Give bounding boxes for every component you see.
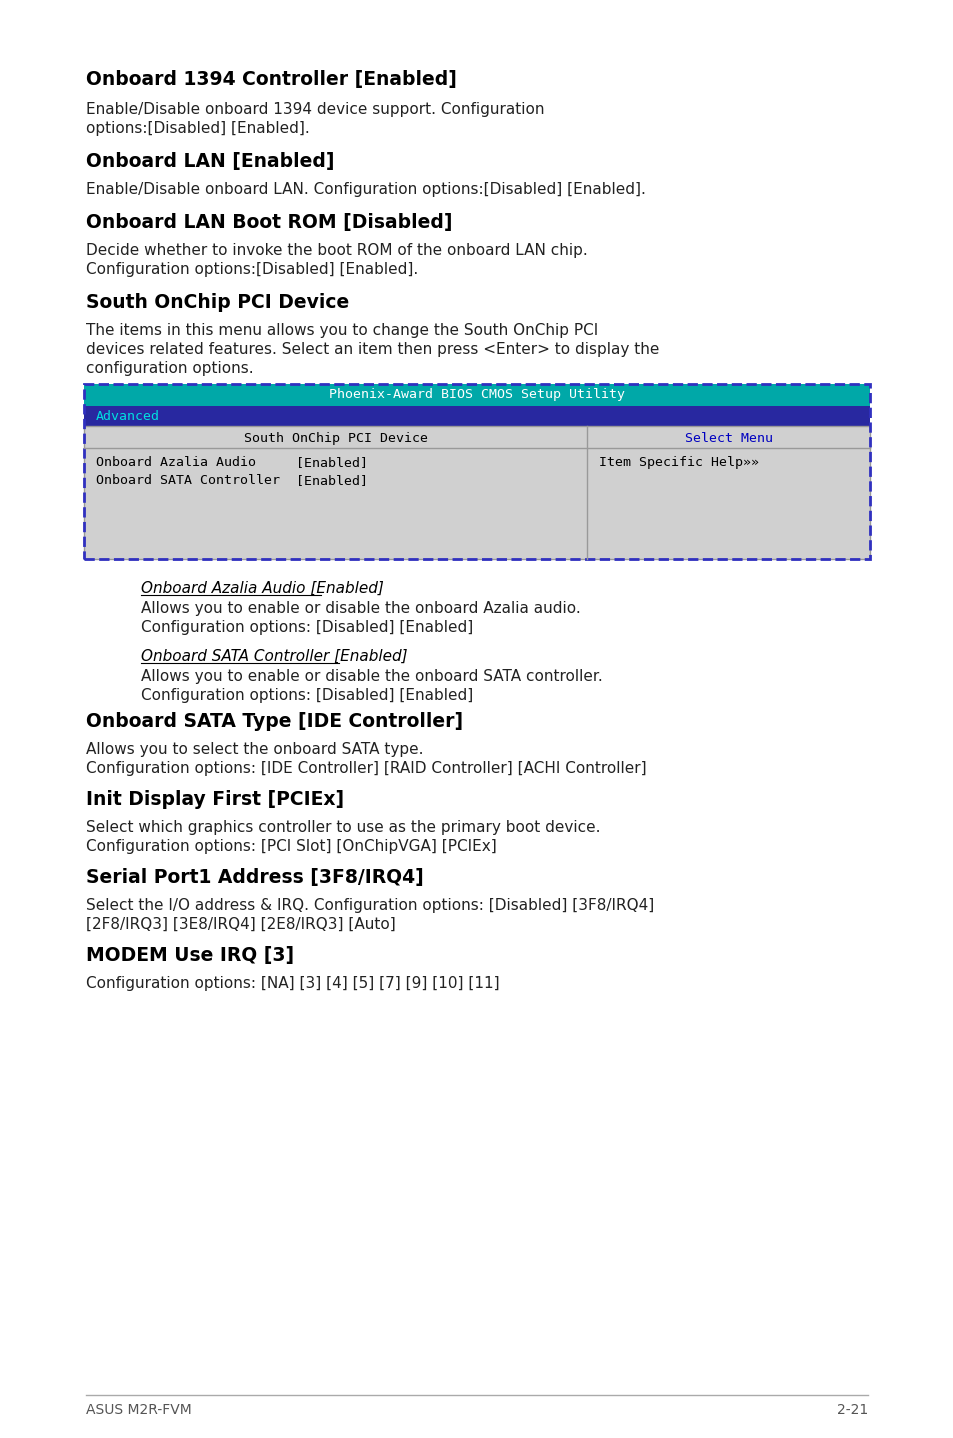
Text: Onboard SATA Controller [Enabled]: Onboard SATA Controller [Enabled] bbox=[141, 649, 407, 664]
Bar bbox=[84, 426, 869, 559]
Text: Configuration options: [Disabled] [Enabled]: Configuration options: [Disabled] [Enabl… bbox=[141, 620, 473, 636]
Text: Onboard 1394 Controller [Enabled]: Onboard 1394 Controller [Enabled] bbox=[86, 70, 456, 89]
Text: Onboard LAN [Enabled]: Onboard LAN [Enabled] bbox=[86, 152, 335, 171]
Text: Configuration options: [PCI Slot] [OnChipVGA] [PCIEx]: Configuration options: [PCI Slot] [OnChi… bbox=[86, 838, 497, 854]
Text: Init Display First [PCIEx]: Init Display First [PCIEx] bbox=[86, 789, 344, 810]
Text: Serial Port1 Address [3F8/IRQ4]: Serial Port1 Address [3F8/IRQ4] bbox=[86, 869, 423, 887]
Text: Item Specific Help»»: Item Specific Help»» bbox=[598, 456, 759, 469]
Text: Configuration options: [IDE Controller] [RAID Controller] [ACHI Controller]: Configuration options: [IDE Controller] … bbox=[86, 761, 646, 777]
Text: options:[Disabled] [Enabled].: options:[Disabled] [Enabled]. bbox=[86, 121, 310, 137]
Text: Advanced: Advanced bbox=[96, 410, 160, 423]
Text: [2F8/IRQ3] [3E8/IRQ4] [2E8/IRQ3] [Auto]: [2F8/IRQ3] [3E8/IRQ4] [2E8/IRQ3] [Auto] bbox=[86, 917, 395, 932]
Text: The items in this menu allows you to change the South OnChip PCI: The items in this menu allows you to cha… bbox=[86, 324, 598, 338]
Text: Configuration options: [Disabled] [Enabled]: Configuration options: [Disabled] [Enabl… bbox=[141, 687, 473, 703]
Text: South OnChip PCI Device: South OnChip PCI Device bbox=[86, 293, 349, 312]
Text: Enable/Disable onboard LAN. Configuration options:[Disabled] [Enabled].: Enable/Disable onboard LAN. Configuratio… bbox=[86, 183, 645, 197]
Text: Allows you to select the onboard SATA type.: Allows you to select the onboard SATA ty… bbox=[86, 742, 423, 756]
Text: Onboard LAN Boot ROM [Disabled]: Onboard LAN Boot ROM [Disabled] bbox=[86, 213, 452, 232]
Text: Select Menu: Select Menu bbox=[684, 431, 772, 444]
Text: 2-21: 2-21 bbox=[836, 1403, 867, 1416]
Text: configuration options.: configuration options. bbox=[86, 361, 253, 375]
Text: Enable/Disable onboard 1394 device support. Configuration: Enable/Disable onboard 1394 device suppo… bbox=[86, 102, 544, 116]
Text: [Enabled]: [Enabled] bbox=[295, 456, 368, 469]
Text: Onboard Azalia Audio: Onboard Azalia Audio bbox=[96, 456, 255, 469]
Text: Configuration options: [NA] [3] [4] [5] [7] [9] [10] [11]: Configuration options: [NA] [3] [4] [5] … bbox=[86, 976, 499, 991]
Text: Configuration options:[Disabled] [Enabled].: Configuration options:[Disabled] [Enable… bbox=[86, 262, 417, 278]
Text: MODEM Use IRQ [3]: MODEM Use IRQ [3] bbox=[86, 946, 294, 965]
Text: ASUS M2R-FVM: ASUS M2R-FVM bbox=[86, 1403, 192, 1416]
Bar bbox=[84, 406, 869, 426]
Text: South OnChip PCI Device: South OnChip PCI Device bbox=[243, 431, 427, 444]
Text: Onboard Azalia Audio [Enabled]: Onboard Azalia Audio [Enabled] bbox=[141, 581, 383, 595]
Text: Onboard SATA Type [IDE Controller]: Onboard SATA Type [IDE Controller] bbox=[86, 712, 462, 731]
Text: Decide whether to invoke the boot ROM of the onboard LAN chip.: Decide whether to invoke the boot ROM of… bbox=[86, 243, 587, 257]
Bar bbox=[84, 384, 869, 559]
Text: devices related features. Select an item then press <Enter> to display the: devices related features. Select an item… bbox=[86, 342, 659, 357]
Text: Allows you to enable or disable the onboard Azalia audio.: Allows you to enable or disable the onbo… bbox=[141, 601, 580, 615]
Text: Allows you to enable or disable the onboard SATA controller.: Allows you to enable or disable the onbo… bbox=[141, 669, 602, 684]
Text: Phoenix-Award BIOS CMOS Setup Utility: Phoenix-Award BIOS CMOS Setup Utility bbox=[329, 388, 624, 401]
Text: Select which graphics controller to use as the primary boot device.: Select which graphics controller to use … bbox=[86, 820, 599, 835]
Bar bbox=[84, 384, 869, 406]
Text: [Enabled]: [Enabled] bbox=[295, 475, 368, 487]
Text: Onboard SATA Controller: Onboard SATA Controller bbox=[96, 475, 280, 487]
Text: Select the I/O address & IRQ. Configuration options: [Disabled] [3F8/IRQ4]: Select the I/O address & IRQ. Configurat… bbox=[86, 897, 654, 913]
